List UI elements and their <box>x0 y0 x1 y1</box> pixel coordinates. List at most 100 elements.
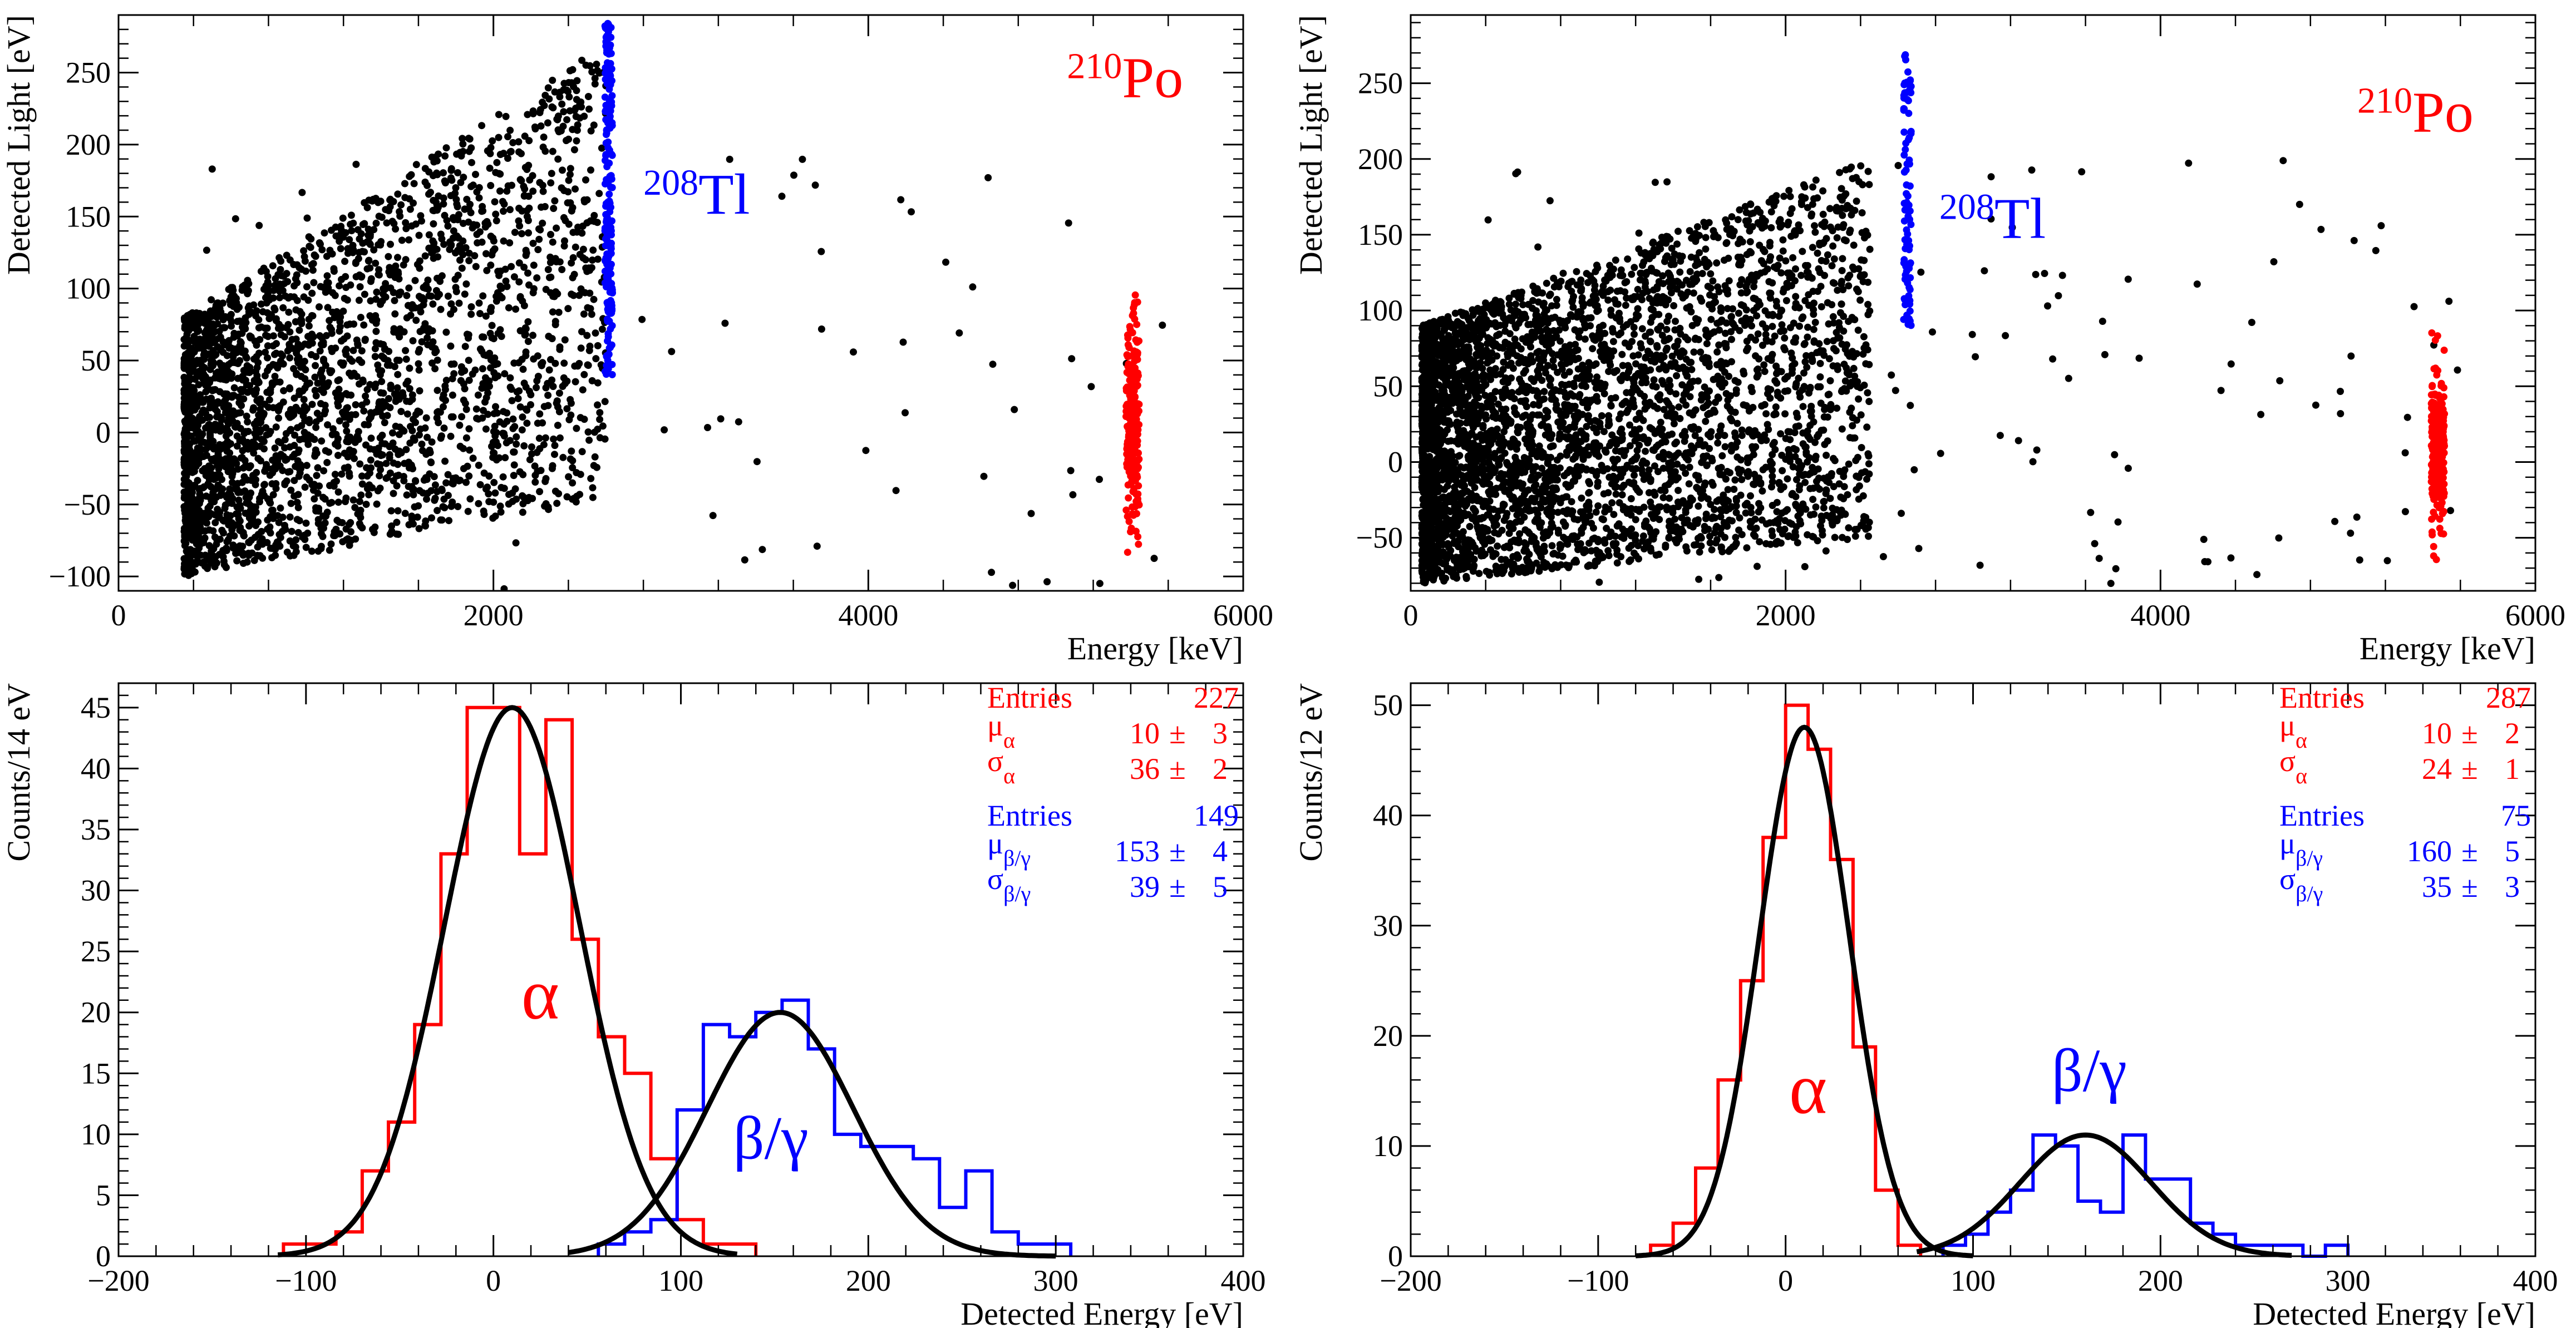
data-point <box>799 155 806 163</box>
data-point <box>539 144 547 151</box>
data-point <box>1011 406 1018 413</box>
data-point <box>287 293 294 300</box>
data-point <box>189 452 196 460</box>
data-point <box>544 402 552 409</box>
data-point <box>1610 511 1618 519</box>
data-point <box>1617 266 1625 274</box>
data-point <box>395 451 402 458</box>
data-point <box>277 266 284 273</box>
data-point <box>210 322 218 330</box>
data-point <box>388 522 396 530</box>
data-point <box>524 318 532 325</box>
data-point <box>603 236 611 244</box>
data-point <box>181 428 189 436</box>
data-point <box>314 464 322 472</box>
data-point <box>388 218 396 225</box>
data-point <box>272 485 280 492</box>
data-point <box>503 439 510 447</box>
data-point <box>553 399 560 407</box>
data-point <box>189 384 197 392</box>
data-point <box>813 542 821 550</box>
data-point <box>368 484 376 492</box>
data-point <box>507 147 515 155</box>
data-point <box>419 326 427 334</box>
data-point <box>500 237 508 245</box>
data-point <box>307 235 315 243</box>
data-point <box>1523 403 1530 411</box>
data-point <box>341 258 349 265</box>
data-point <box>184 363 192 371</box>
data-point <box>430 196 437 204</box>
data-point <box>515 204 523 212</box>
data-point <box>317 524 325 532</box>
data-point <box>704 424 711 431</box>
data-point <box>544 379 551 387</box>
data-point <box>506 374 514 382</box>
data-point <box>247 462 254 470</box>
data-point <box>290 442 298 450</box>
data-point <box>609 289 616 297</box>
data-point <box>430 220 437 228</box>
data-point <box>348 227 356 235</box>
data-point <box>441 382 449 390</box>
data-point <box>1850 241 1858 249</box>
data-point <box>602 180 609 187</box>
data-point <box>255 349 263 357</box>
data-point <box>1661 258 1668 265</box>
data-point <box>721 319 729 327</box>
data-point <box>323 509 331 516</box>
data-point <box>1125 494 1132 502</box>
data-point <box>572 185 579 193</box>
data-point <box>287 500 295 507</box>
data-point <box>1652 383 1660 391</box>
isotope-mass: 210 <box>1067 46 1122 86</box>
data-point <box>1714 283 1722 291</box>
data-point <box>372 312 380 319</box>
data-point <box>320 356 327 363</box>
data-point <box>235 549 243 556</box>
data-point <box>367 275 375 283</box>
data-point <box>580 371 588 378</box>
data-point <box>274 324 282 332</box>
data-point <box>502 277 510 285</box>
data-point <box>1697 396 1705 404</box>
data-point <box>817 325 825 333</box>
data-point <box>403 397 411 405</box>
data-point <box>415 525 423 532</box>
data-point <box>455 299 463 307</box>
data-point <box>1135 540 1142 548</box>
data-point <box>295 472 303 480</box>
data-point <box>464 507 472 515</box>
data-point <box>466 495 474 503</box>
data-point <box>420 476 428 484</box>
data-point <box>521 164 529 171</box>
data-point <box>535 235 543 243</box>
data-point <box>586 342 594 350</box>
data-point <box>595 190 603 198</box>
data-point <box>307 244 314 251</box>
data-point <box>374 487 382 495</box>
data-point <box>318 246 326 254</box>
data-point <box>224 499 232 507</box>
data-point <box>376 434 384 442</box>
data-point <box>253 341 260 349</box>
data-point <box>1556 464 1564 472</box>
data-point <box>1132 409 1140 417</box>
data-point <box>229 541 237 549</box>
isotope-label-po: 210Po <box>1067 46 1183 110</box>
data-point <box>513 440 520 448</box>
data-point <box>424 341 432 349</box>
data-point <box>421 178 429 186</box>
data-point <box>897 196 905 204</box>
data-point <box>1671 326 1679 334</box>
data-point <box>1780 192 1788 200</box>
data-point <box>389 439 397 447</box>
data-point <box>440 403 447 411</box>
data-point <box>418 447 426 455</box>
data-point <box>451 190 459 197</box>
data-point <box>201 551 209 559</box>
data-point <box>726 155 733 163</box>
data-point <box>226 532 234 540</box>
data-point <box>406 439 414 447</box>
data-point <box>1569 297 1577 304</box>
